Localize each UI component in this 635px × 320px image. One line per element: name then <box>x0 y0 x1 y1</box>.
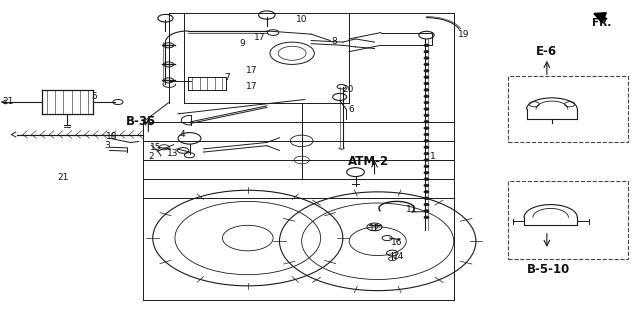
Bar <box>507 76 628 142</box>
Circle shape <box>424 133 429 136</box>
Text: B-35: B-35 <box>126 115 156 128</box>
Text: 19: 19 <box>457 30 469 39</box>
Circle shape <box>424 57 429 59</box>
Bar <box>507 181 628 259</box>
Text: 10: 10 <box>296 15 307 24</box>
Text: 20: 20 <box>342 85 354 94</box>
Text: 4: 4 <box>180 130 185 139</box>
Text: 21: 21 <box>57 173 69 182</box>
Circle shape <box>424 69 429 72</box>
Text: 9: 9 <box>240 39 246 48</box>
Text: 7: 7 <box>225 73 231 82</box>
Text: 16: 16 <box>391 238 403 247</box>
Circle shape <box>424 63 429 66</box>
Circle shape <box>424 159 429 161</box>
Text: 17: 17 <box>246 82 257 91</box>
Text: 21: 21 <box>3 97 14 106</box>
Text: 12: 12 <box>369 224 380 233</box>
Circle shape <box>424 82 429 85</box>
Circle shape <box>424 101 429 104</box>
Circle shape <box>424 165 429 168</box>
Text: 2: 2 <box>149 152 154 161</box>
Circle shape <box>424 146 429 148</box>
Text: B-5-10: B-5-10 <box>527 263 570 276</box>
Text: 17: 17 <box>246 66 257 75</box>
Circle shape <box>424 216 429 219</box>
Circle shape <box>424 121 429 123</box>
Circle shape <box>424 114 429 117</box>
Text: 3: 3 <box>104 141 110 150</box>
Circle shape <box>424 210 429 212</box>
Circle shape <box>424 184 429 187</box>
Circle shape <box>424 76 429 78</box>
Text: 18: 18 <box>106 132 117 140</box>
Text: 15: 15 <box>150 143 162 152</box>
Circle shape <box>424 89 429 91</box>
Circle shape <box>382 236 392 241</box>
Text: E-6: E-6 <box>537 45 558 58</box>
Circle shape <box>424 191 429 193</box>
Circle shape <box>424 172 429 174</box>
Text: 13: 13 <box>167 149 179 158</box>
Text: 8: 8 <box>331 37 337 46</box>
Text: ATM-2: ATM-2 <box>347 155 389 168</box>
Text: 6: 6 <box>348 105 354 114</box>
Text: 11: 11 <box>406 205 417 214</box>
Circle shape <box>424 178 429 180</box>
Text: 5: 5 <box>91 92 97 101</box>
Text: FR.: FR. <box>592 18 611 28</box>
Circle shape <box>424 127 429 129</box>
Circle shape <box>424 108 429 110</box>
Text: 14: 14 <box>393 252 404 261</box>
Circle shape <box>424 50 429 53</box>
Circle shape <box>424 203 429 206</box>
Circle shape <box>424 95 429 98</box>
Circle shape <box>424 197 429 199</box>
Text: 17: 17 <box>253 33 265 42</box>
Text: 1: 1 <box>430 152 436 161</box>
Circle shape <box>424 44 429 47</box>
Circle shape <box>424 140 429 142</box>
Circle shape <box>424 152 429 155</box>
